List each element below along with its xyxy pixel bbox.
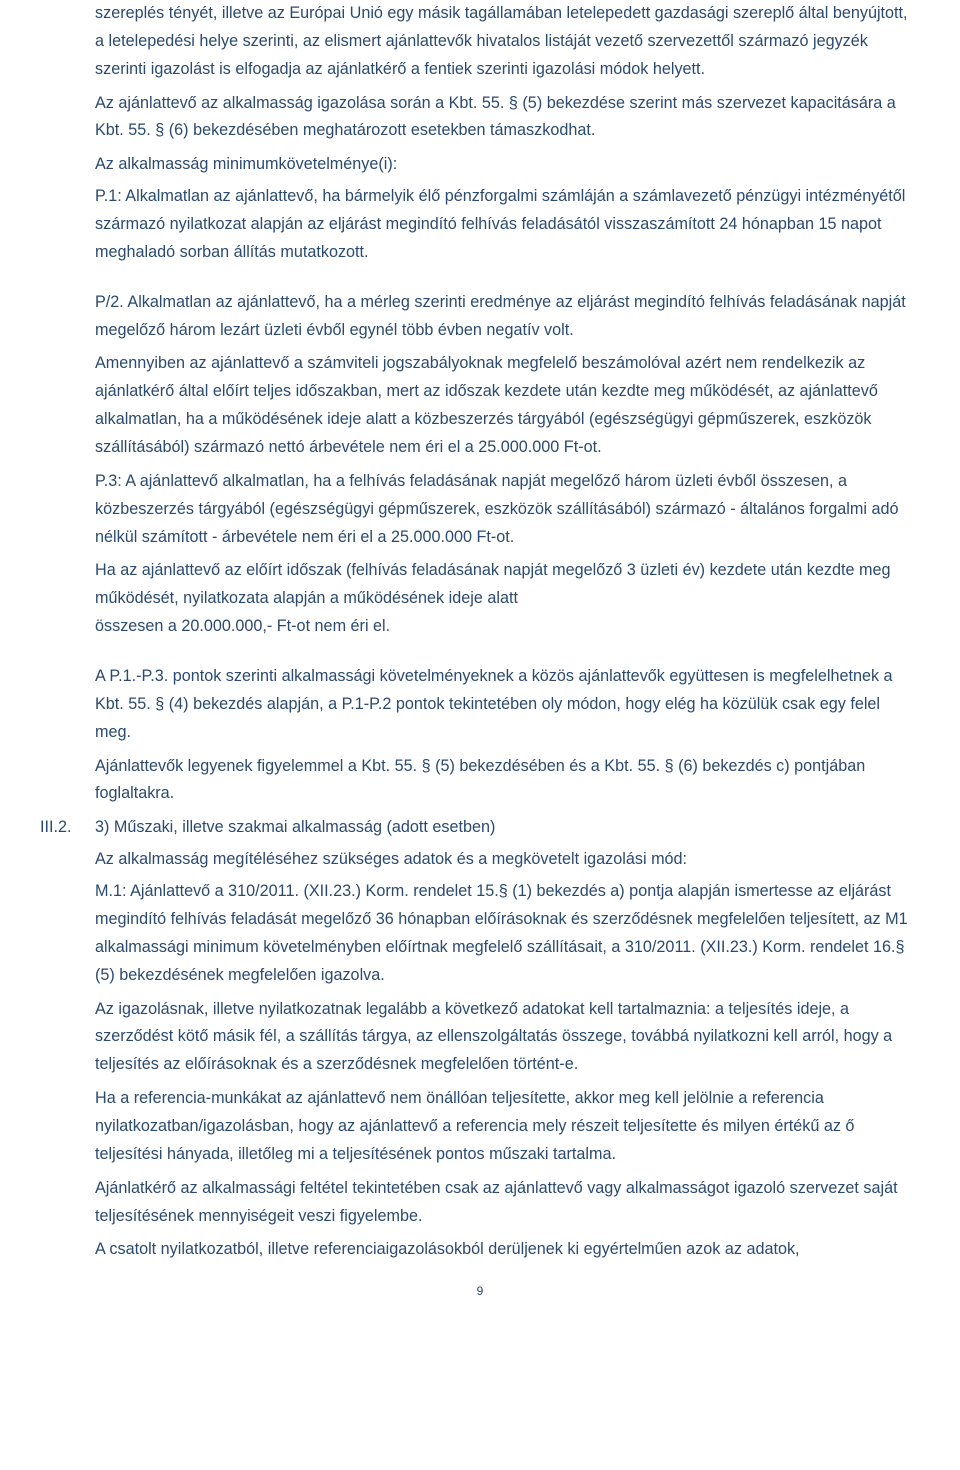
document-page: szereplés tényét, illetve az Európai Uni… — [0, 0, 960, 1470]
section-title: 3) Műszaki, illetve szakmai alkalmasság … — [95, 818, 495, 836]
section-number: III.2. — [40, 814, 72, 842]
paragraph: Ha az ajánlattevő az előírt időszak (fel… — [95, 557, 910, 613]
paragraph: szereplés tényét, illetve az Európai Uni… — [95, 0, 910, 84]
paragraph-p3: P.3: A ajánlattevő alkalmatlan, ha a fel… — [95, 468, 910, 552]
paragraph: Az ajánlattevő az alkalmasság igazolása … — [95, 90, 910, 146]
paragraph: A P.1.-P.3. pontok szerinti alkalmassági… — [95, 663, 910, 747]
page-number: 9 — [40, 1284, 920, 1298]
paragraph: Ajánlattevők legyenek figyelemmel a Kbt.… — [95, 753, 910, 809]
paragraph: összesen a 20.000.000,- Ft-ot nem éri el… — [95, 613, 910, 641]
paragraph: A csatolt nyilatkozatból, illetve refere… — [95, 1236, 910, 1264]
paragraph: Amennyiben az ajánlattevő a számviteli j… — [95, 350, 910, 461]
paragraph-p1: P.1: Alkalmatlan az ajánlattevő, ha bárm… — [95, 183, 910, 267]
subheading-required-data: Az alkalmasság megítéléséhez szükséges a… — [95, 846, 910, 874]
paragraph: Ajánlatkérő az alkalmassági feltétel tek… — [95, 1175, 910, 1231]
section-heading-row: III.2. 3) Műszaki, illetve szakmai alkal… — [95, 814, 910, 842]
paragraph-m1: M.1: Ajánlattevő a 310/2011. (XII.23.) K… — [95, 878, 910, 989]
paragraph: Ha a referencia-munkákat az ajánlattevő … — [95, 1085, 910, 1169]
document-content: szereplés tényét, illetve az Európai Uni… — [40, 0, 920, 1264]
paragraph-p2: P/2. Alkalmatlan az ajánlattevő, ha a mé… — [95, 289, 910, 345]
paragraph: Az igazolásnak, illetve nyilatkozatnak l… — [95, 996, 910, 1080]
subheading-min-requirements: Az alkalmasság minimumkövetelménye(i): — [95, 151, 910, 179]
